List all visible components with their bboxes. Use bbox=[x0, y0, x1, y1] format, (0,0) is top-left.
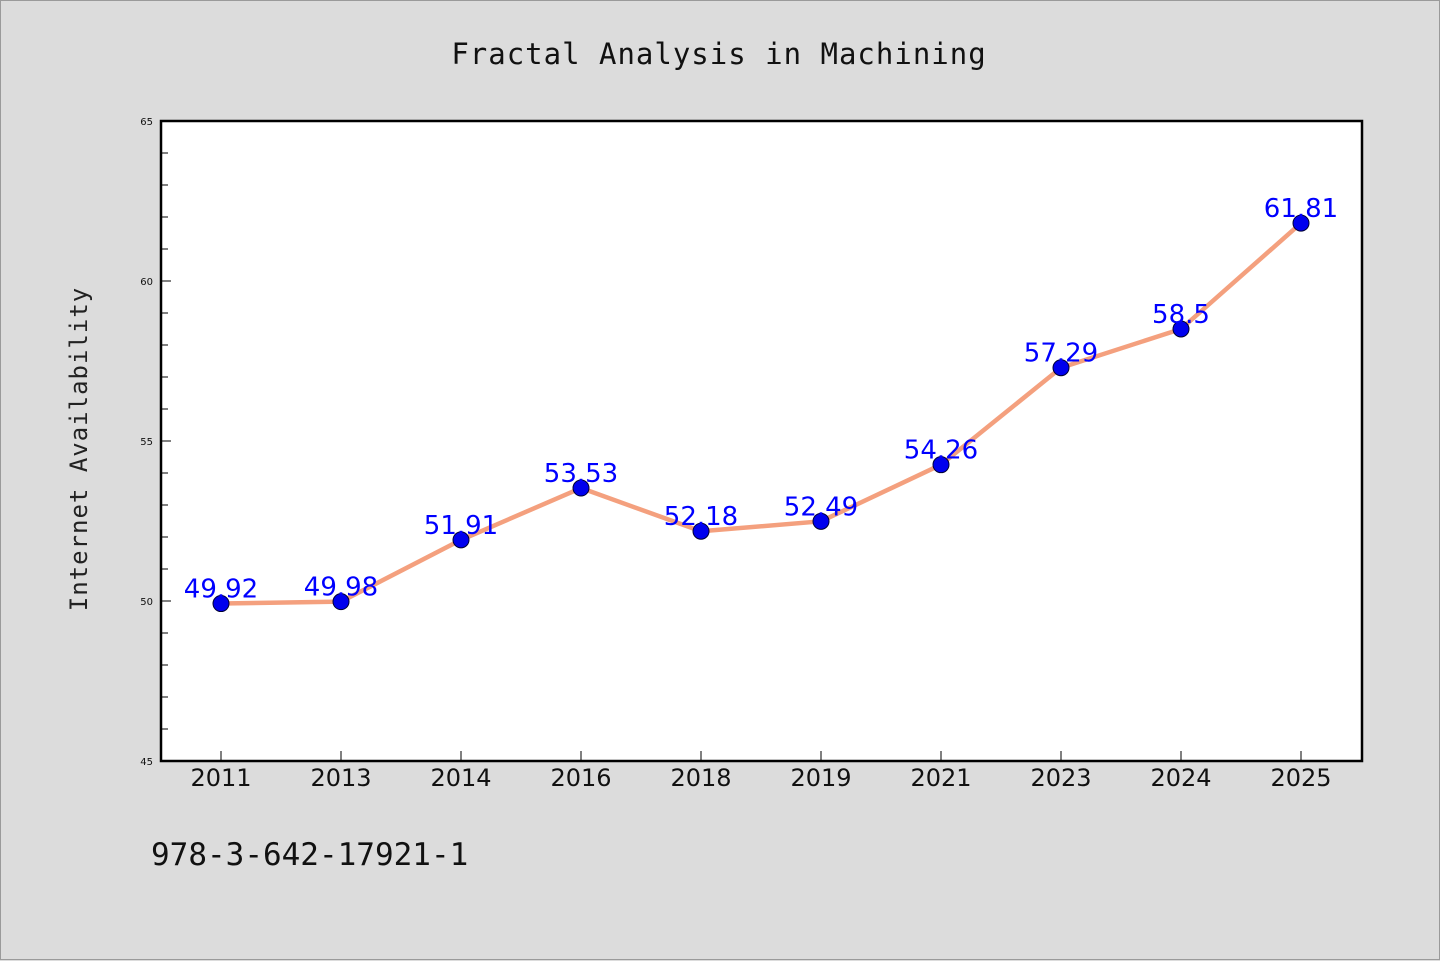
series-markers bbox=[212, 214, 1310, 613]
y-tick-label: 55 bbox=[140, 437, 153, 448]
x-tick-label: 2011 bbox=[190, 764, 251, 792]
x-tick-label: 2013 bbox=[310, 764, 371, 792]
x-tick-label: 2025 bbox=[1270, 764, 1331, 792]
data-point-marker bbox=[932, 456, 950, 474]
series-line bbox=[218, 220, 1304, 606]
chart-title: Fractal Analysis in Machining bbox=[451, 37, 986, 71]
data-point-marker bbox=[212, 595, 230, 613]
x-tick-label: 2016 bbox=[550, 764, 611, 792]
y-tick-label: 65 bbox=[140, 117, 153, 128]
data-point-marker bbox=[1172, 320, 1190, 338]
data-point-marker bbox=[572, 479, 590, 497]
y-tick-label: 60 bbox=[140, 277, 153, 288]
x-tick-label: 2023 bbox=[1030, 764, 1091, 792]
y-tick-label: 45 bbox=[140, 757, 153, 768]
x-tick-label: 2018 bbox=[670, 764, 731, 792]
data-value-label: 52.49 bbox=[784, 492, 858, 522]
y-tick-label: 50 bbox=[140, 597, 153, 608]
x-tick-label: 2019 bbox=[790, 764, 851, 792]
isbn-footer-text: 978-3-642-17921-1 bbox=[151, 837, 468, 873]
x-tick-label: 2024 bbox=[1150, 764, 1211, 792]
y-axis-label: Internet Availability bbox=[65, 287, 93, 611]
data-value-label: 53.53 bbox=[544, 459, 618, 489]
y-axis-ticks: 45 50 55 60 65 bbox=[140, 117, 171, 768]
data-point-marker bbox=[452, 531, 470, 549]
x-axis-ticks: 2011 2013 2014 2016 2018 2019 2021 2023 2024 2025 bbox=[190, 751, 1332, 792]
data-value-label: 58.5 bbox=[1152, 300, 1210, 330]
data-point-marker bbox=[692, 522, 710, 540]
data-point-marker bbox=[1292, 214, 1310, 232]
data-value-label: 61.81 bbox=[1264, 194, 1338, 224]
data-labels: 49.92 49.98 51.91 53.53 52.18 52.49 54.26 57.29… bbox=[184, 194, 1338, 604]
series-line-group bbox=[218, 220, 1304, 606]
plot-area bbox=[159, 119, 1364, 763]
data-value-label: 49.98 bbox=[304, 573, 378, 603]
data-value-label: 49.92 bbox=[184, 575, 258, 605]
data-point-marker bbox=[332, 593, 350, 611]
data-point-marker bbox=[812, 512, 830, 530]
data-value-label: 54.26 bbox=[904, 436, 978, 466]
data-value-label: 57.29 bbox=[1024, 339, 1098, 369]
x-tick-label: 2014 bbox=[430, 764, 491, 792]
data-value-label: 52.18 bbox=[664, 502, 738, 532]
data-point-marker bbox=[1052, 359, 1070, 377]
data-value-label: 51.91 bbox=[424, 511, 498, 541]
x-tick-label: 2021 bbox=[910, 764, 971, 792]
